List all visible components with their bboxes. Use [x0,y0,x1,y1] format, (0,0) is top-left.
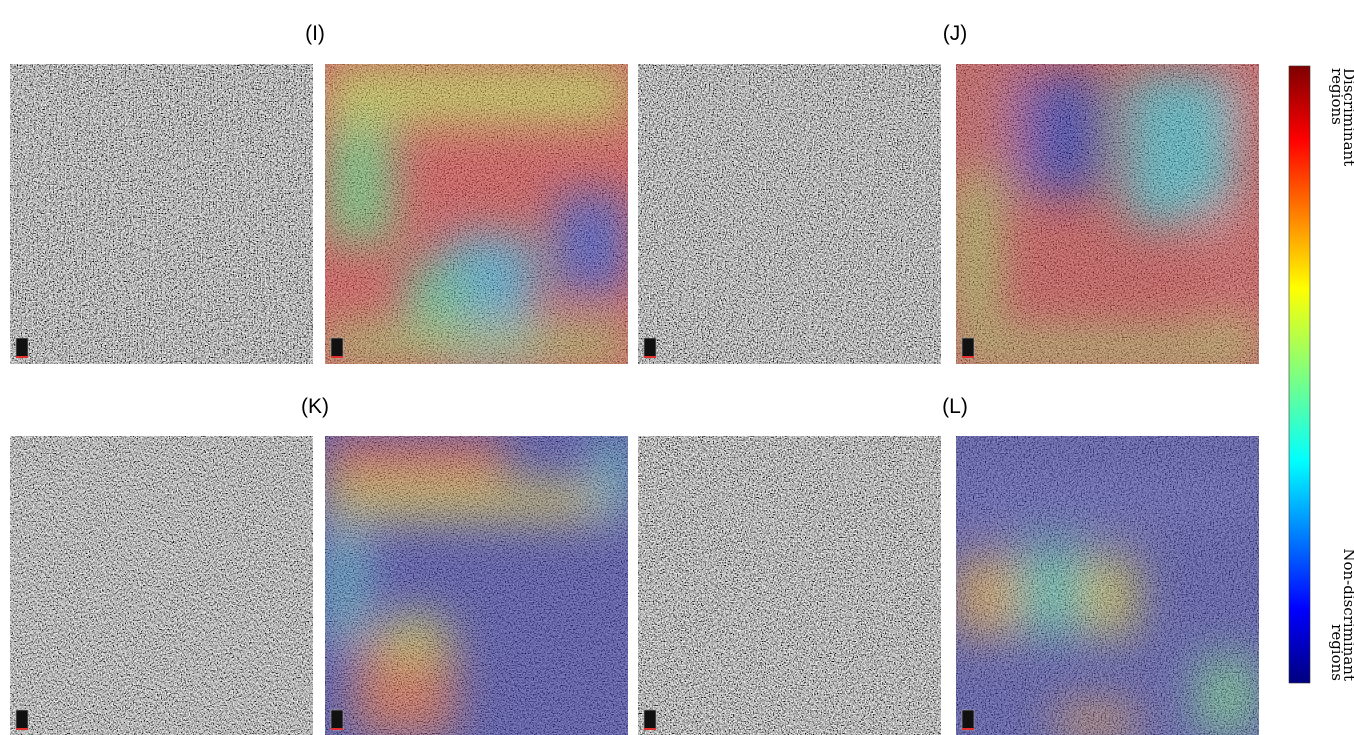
icon [644,356,656,358]
heatmap-overlay [956,436,1259,735]
panel-label: (J) [943,22,968,45]
image-panel [10,64,313,364]
icon [643,337,657,359]
heatmap-overlay [956,64,1259,364]
panel-label: (L) [942,395,968,418]
colorbar-label: regions [1328,68,1346,125]
panel-label: (K) [301,395,329,418]
image-panel [956,436,1259,735]
icon [16,356,28,358]
heatmap-overlay [325,64,628,364]
image-panel [10,436,313,735]
image-panel [325,64,628,364]
icon [643,709,657,731]
icon [961,337,975,359]
icon [962,728,974,730]
icon [330,709,344,731]
image-panel [638,436,941,735]
icon [16,728,28,730]
icon [15,709,29,731]
image-panel [638,64,941,364]
icon [644,728,656,730]
icon [330,337,344,359]
image-panel [325,436,628,735]
icon [962,356,974,358]
image-panel [956,64,1259,364]
icon [15,337,29,359]
panel-label: (I) [305,22,325,45]
icon [331,356,343,358]
colorbar [1288,65,1311,684]
colorbar-label: Non-discriminant [1340,548,1354,681]
colorbar-label: Discriminant [1340,68,1354,166]
colorbar-label: regions [1328,624,1346,681]
icon [961,709,975,731]
heatmap-overlay [325,436,628,735]
icon [331,728,343,730]
